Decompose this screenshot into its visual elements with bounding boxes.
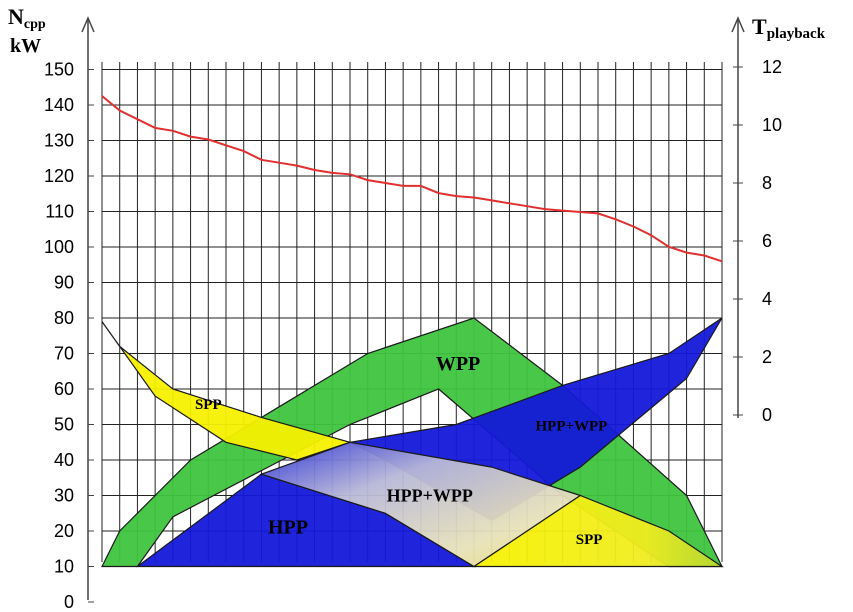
right-tick-label: 2	[762, 347, 772, 367]
left-tick-label: 90	[54, 273, 74, 293]
left-tick-label: 110	[45, 202, 74, 222]
left-axis-unit: kW	[10, 35, 41, 57]
region-label-2: HPP+WPP	[535, 419, 607, 435]
left-tick-label: 150	[44, 60, 74, 80]
left-tick-label: 100	[44, 237, 74, 257]
right-tick-label: 6	[762, 231, 772, 251]
region-label-1: SPP	[195, 397, 222, 413]
right-tick-label: 10	[762, 115, 782, 135]
regions	[102, 318, 722, 567]
left-tick-label: 20	[54, 521, 74, 541]
axis-titles: Ncpp kW Tplayback	[8, 4, 826, 57]
right-tick-label: 8	[762, 173, 772, 193]
region-label-4: HPP+WPP	[387, 486, 473, 506]
left-tick-label: 40	[54, 450, 74, 470]
line-series-playback	[102, 96, 722, 261]
right-axis-title: Tplayback	[752, 14, 826, 42]
left-tick-label: 70	[54, 344, 74, 364]
left-tick-label: 130	[44, 131, 74, 151]
right-tick-label: 0	[762, 405, 772, 425]
left-tick-label: 80	[54, 308, 74, 328]
region-label-0: WPP	[436, 353, 480, 375]
left-tick-label: 50	[54, 415, 74, 435]
line-series	[102, 96, 722, 261]
region-label-5: SPP	[576, 532, 603, 548]
right-tick-label: 12	[762, 57, 782, 77]
left-tick-label: 30	[54, 486, 74, 506]
left-tick-label: 10	[54, 557, 74, 577]
left-tick-label: 120	[44, 166, 74, 186]
region-label-3: HPP	[268, 516, 308, 538]
left-tick-label: 140	[44, 95, 74, 115]
left-tick-label: 0	[64, 592, 74, 612]
left-axis-title: Ncpp	[8, 4, 46, 32]
left-tick-label: 60	[54, 379, 74, 399]
right-tick-label: 4	[762, 289, 772, 309]
